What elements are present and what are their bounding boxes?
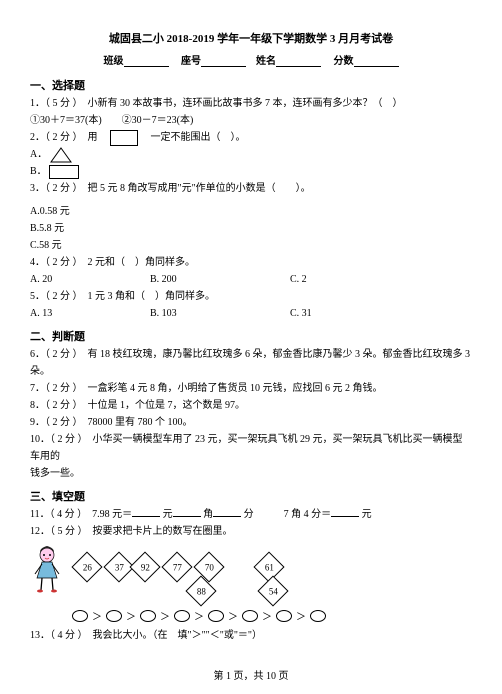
section-1-head: 一、选择题 — [30, 77, 472, 93]
circle-blank[interactable] — [140, 610, 156, 622]
q11-c: 角 — [203, 509, 213, 520]
q2-text-a: 2．（ 2 分 ） 用 — [30, 132, 108, 143]
section-2-head: 二、判断题 — [30, 328, 472, 344]
circle-blank[interactable] — [208, 610, 224, 622]
q12-figure: 26 37 92 77 70 61 88 54 ＞ ＞ ＞ ＞ ＞ ＞ ＞ — [30, 544, 472, 623]
q6-line: 6．（ 2 分 ） 有 18 枝红玫瑰，康乃馨比红玫瑰多 6 朵，郁金香比康乃馨… — [30, 346, 472, 380]
q12-line: 12．（ 5 分 ） 按要求把卡片上的数写在圈里。 — [30, 523, 472, 540]
q2-shape-square — [110, 130, 138, 146]
q10-line-b: 钱多一些。 — [30, 465, 472, 482]
q5-opt-a: A. 13 — [30, 305, 150, 322]
circle-blank[interactable] — [242, 610, 258, 622]
q8-line: 8．（ 2 分 ） 十位是 1，个位是 7，这个数是 97。 — [30, 397, 472, 414]
q1-line-a: 1．（ 5 分 ） 小新有 30 本故事书，连环画比故事书多 7 本，连环画有多… — [30, 95, 472, 112]
q4-opt-a: A. 20 — [30, 271, 150, 288]
q3-opt-c: C.58 元 — [30, 237, 472, 254]
q9-line: 9．（ 2 分 ） 78000 里有 780 个 100。 — [30, 414, 472, 431]
field-seat-blank[interactable] — [201, 55, 246, 67]
q5-opt-b: B. 103 — [150, 305, 290, 322]
exam-title: 城固县二小 2018-2019 学年一年级下学期数学 3 月月考试卷 — [30, 30, 472, 46]
q3-opt-b: B.5.8 元 — [30, 220, 472, 237]
circle-blank[interactable] — [310, 610, 326, 622]
cards-row-1: 26 37 92 77 70 61 — [76, 544, 472, 578]
circle-blank[interactable] — [174, 610, 190, 622]
q5-opt-c: C. 31 — [290, 305, 312, 322]
q3-opt-a: A.0.58 元 — [30, 203, 472, 220]
q4-opt-b: B. 200 — [150, 271, 290, 288]
compare-row: ＞ ＞ ＞ ＞ ＞ ＞ ＞ — [72, 608, 472, 623]
q2-opt-b: B． — [30, 163, 472, 180]
q2-b-label: B． — [30, 166, 47, 177]
q10-line-a: 10．（ 2 分 ） 小华买一辆模型车用了 23 元，买一架玩具飞机 29 元，… — [30, 431, 472, 465]
exam-fields: 班级 座号 姓名 分数 — [30, 52, 472, 67]
q4-line: 4．（ 2 分 ） 2 元和（ ）角同样多。 — [30, 254, 472, 271]
q11-e: 元 — [362, 509, 372, 520]
field-seat-label: 座号 — [181, 56, 201, 67]
circle-blank[interactable] — [276, 610, 292, 622]
section-3-head: 三、填空题 — [30, 488, 472, 504]
q2-opt-a: A． — [30, 146, 472, 163]
q11-blank-2[interactable] — [173, 507, 201, 517]
cards-area: 26 37 92 77 70 61 88 54 ＞ ＞ ＞ ＞ ＞ ＞ ＞ — [70, 544, 472, 623]
field-score-blank[interactable] — [354, 55, 399, 67]
q5-line: 5．（ 2 分 ） 1 元 3 角和（ ）角同样多。 — [30, 288, 472, 305]
field-name-blank[interactable] — [276, 55, 321, 67]
field-class-label: 班级 — [104, 56, 124, 67]
card-92: 92 — [129, 551, 160, 582]
field-class-blank[interactable] — [124, 55, 169, 67]
card-77: 77 — [161, 551, 192, 582]
circle-blank[interactable] — [72, 610, 88, 622]
q11-blank-1[interactable] — [132, 507, 160, 517]
page-footer: 第 1 页，共 10 页 — [0, 667, 502, 682]
q3-line: 3．（ 2 分 ） 把 5 元 8 角改写成用"元"作单位的小数是（ ）。 — [30, 180, 472, 197]
q11-d: 分 7 角 4 分＝ — [244, 509, 332, 520]
girl-icon — [30, 544, 64, 594]
cards-row-2: 88 54 — [190, 580, 472, 602]
field-name-label: 姓名 — [256, 56, 276, 67]
q11-blank-4[interactable] — [331, 507, 359, 517]
q11-b: 元 — [163, 509, 173, 520]
q11-line: 11．（ 4 分 ） 7.98 元＝ 元 角 分 7 角 4 分＝ 元 — [30, 506, 472, 523]
card-26: 26 — [71, 551, 102, 582]
triangle-icon — [50, 147, 72, 163]
circle-blank[interactable] — [106, 610, 122, 622]
q11-a: 11．（ 4 分 ） 7.98 元＝ — [30, 509, 132, 520]
q4-opts: A. 20 B. 200 C. 2 — [30, 271, 472, 288]
card-54: 54 — [257, 575, 288, 606]
q2-a-label: A． — [30, 149, 47, 160]
q7-line: 7．（ 2 分 ） 一盒彩笔 4 元 8 角，小明给了售货员 10 元钱，应找回… — [30, 380, 472, 397]
q11-blank-3[interactable] — [213, 507, 241, 517]
q4-opt-c: C. 2 — [290, 271, 307, 288]
q1-line-b: ①30＋7＝37(本) ②30－7＝23(本) — [30, 112, 472, 129]
q5-opts: A. 13 B. 103 C. 31 — [30, 305, 472, 322]
q2-line: 2．（ 2 分 ） 用 一定不能围出（ ）。 — [30, 129, 472, 146]
card-88: 88 — [185, 575, 216, 606]
q13-line: 13．（ 4 分 ） 我会比大小。（在 填"＞""＜"或"＝"） — [30, 627, 472, 644]
rectangle-icon — [49, 165, 79, 179]
q2-text-b: 一定不能围出（ ）。 — [141, 132, 246, 143]
field-score-label: 分数 — [334, 56, 354, 67]
